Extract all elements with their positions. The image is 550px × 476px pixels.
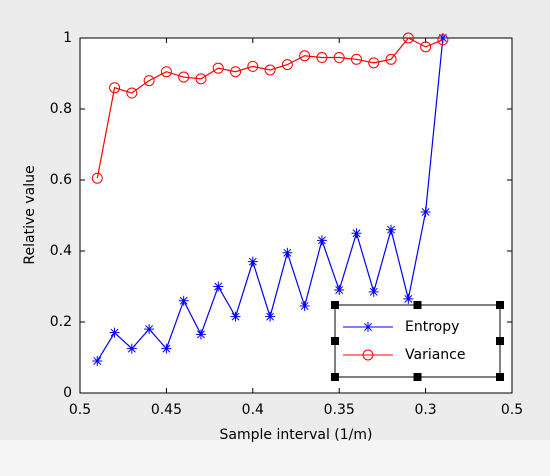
data-point	[334, 285, 345, 296]
y-tick-label: 1	[63, 30, 72, 46]
axes-box	[79, 37, 513, 394]
data-point	[264, 64, 276, 76]
y-tick-label: 0.8	[50, 101, 72, 117]
data-point	[178, 71, 190, 83]
data-point	[299, 301, 310, 312]
selection-handle	[496, 373, 504, 381]
legend-label: Variance	[405, 347, 465, 363]
x-tick-label: 0.45	[151, 402, 182, 418]
y-tick-label: 0.6	[50, 172, 72, 188]
data-point	[351, 228, 362, 239]
y-tick-label: 0.2	[50, 314, 72, 330]
legend: Entropy Variance	[331, 301, 504, 381]
legend-label: Entropy	[405, 319, 459, 335]
data-point	[91, 172, 103, 184]
selection-handle	[331, 337, 339, 345]
x-axis-label: Sample interval (1/m)	[220, 427, 373, 443]
data-point	[247, 60, 259, 72]
data-point	[386, 224, 397, 235]
data-point	[109, 82, 121, 94]
data-point	[385, 53, 397, 65]
data-point	[282, 247, 293, 258]
data-point	[92, 356, 103, 367]
data-point	[368, 57, 380, 69]
data-point	[195, 329, 206, 340]
y-tick-label: 0	[63, 385, 72, 401]
data-point	[350, 53, 362, 65]
data-point	[420, 206, 431, 217]
series-line	[96, 37, 444, 179]
data-point	[299, 50, 311, 62]
data-point	[403, 293, 414, 304]
data-point	[178, 295, 189, 306]
data-point	[247, 256, 258, 267]
x-tick-label: 0.5	[501, 402, 523, 418]
y-axis-label: Relative value	[22, 165, 38, 264]
data-point	[316, 52, 328, 64]
selection-handle	[331, 373, 339, 381]
status-strip	[0, 440, 550, 476]
x-tick-label: 0.35	[324, 402, 355, 418]
x-tick-label: 0.4	[242, 402, 264, 418]
data-point	[402, 32, 414, 44]
data-point	[161, 343, 172, 354]
selection-handle	[496, 301, 504, 309]
data-point	[368, 286, 379, 297]
data-point	[437, 33, 448, 43]
data-point	[230, 311, 241, 322]
data-point	[143, 75, 155, 87]
x-tick-label: 0.5	[69, 402, 91, 418]
legend-box	[334, 304, 501, 378]
x-tick-label: 0.3	[414, 402, 436, 418]
data-point	[420, 41, 432, 53]
legend-marker	[363, 322, 373, 332]
data-point	[230, 66, 242, 78]
y-tick-label: 0.4	[50, 243, 72, 259]
selection-handle	[413, 301, 422, 309]
data-point	[126, 87, 138, 99]
data-point	[212, 62, 224, 74]
data-point	[160, 66, 172, 78]
legend-marker	[362, 349, 374, 361]
data-point	[109, 327, 120, 338]
data-point	[213, 281, 224, 292]
data-point	[195, 73, 207, 85]
data-point	[144, 324, 155, 335]
data-point	[281, 59, 293, 71]
data-point	[316, 235, 327, 246]
selection-handle	[496, 337, 504, 345]
data-point	[333, 52, 345, 64]
data-point	[437, 34, 449, 46]
data-point	[265, 311, 276, 322]
selection-handle	[331, 301, 339, 309]
data-point	[126, 343, 137, 354]
selection-handle	[413, 373, 422, 381]
